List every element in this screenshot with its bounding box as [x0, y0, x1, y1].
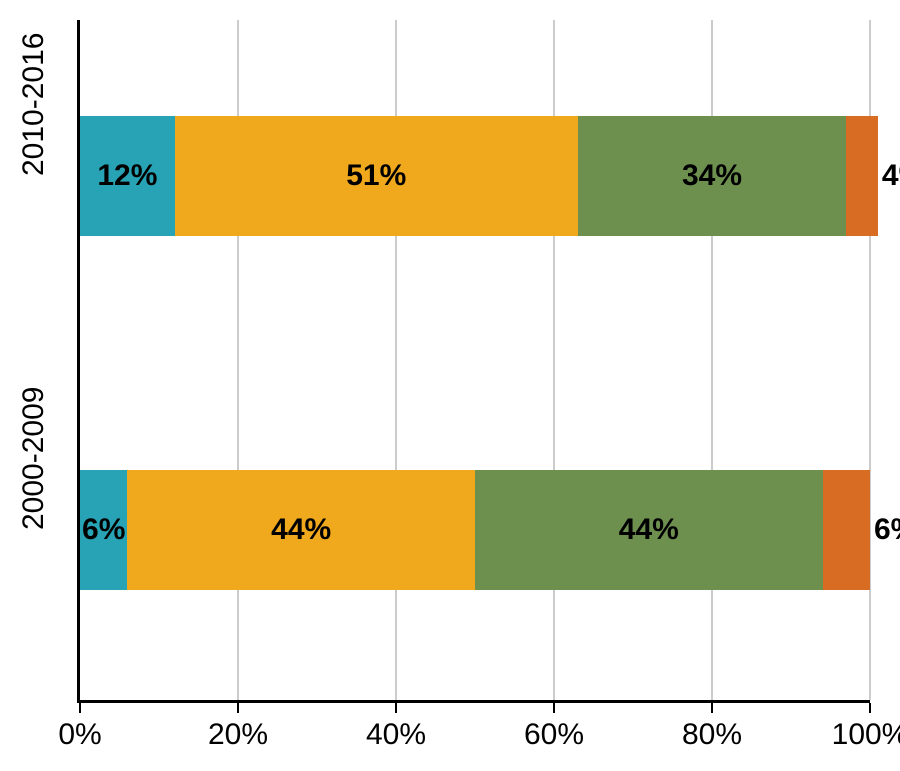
- segment-label: 51%: [346, 159, 406, 193]
- segment-label: 6%: [874, 513, 900, 547]
- segment: 34%: [578, 116, 847, 236]
- segment-label: 34%: [682, 159, 742, 193]
- segment: [846, 116, 878, 236]
- x-axis-tick-label: 80%: [682, 718, 742, 752]
- segment-label-outer: 6%: [874, 470, 900, 590]
- x-tick-mark: [79, 703, 81, 713]
- segment: 12%: [80, 116, 175, 236]
- x-tick-mark: [395, 703, 397, 713]
- bar-2010-2016: 12%51%34%4%: [80, 116, 870, 236]
- x-axis-tick-label: 0%: [58, 718, 101, 752]
- x-tick-mark: [711, 703, 713, 713]
- segment-label-outer: 4%: [882, 116, 900, 236]
- x-axis-tick-label: 100%: [832, 718, 900, 752]
- y-axis-label-text: 2000-2009: [17, 387, 50, 530]
- segment: 44%: [127, 470, 475, 590]
- stacked-bar-chart: 12% 51% 34% 4% 2010-2016 6% 44% 44% 6% 2000-2009 0…: [0, 0, 900, 771]
- segment-label: 4%: [882, 159, 900, 193]
- x-axis-tick-label: 60%: [524, 718, 584, 752]
- segment-label: 44%: [271, 513, 331, 547]
- y-axis-label-text: 2010-2016: [17, 33, 50, 176]
- x-axis-tick-label: 20%: [208, 718, 268, 752]
- segment-label: 44%: [619, 513, 679, 547]
- segment-label: 6%: [82, 513, 125, 547]
- plot-area: 12%51%34%4%2010-20166%44%44%6%2000-20090…: [80, 20, 870, 700]
- segment-label: 12%: [97, 159, 157, 193]
- x-axis-tick-label: 40%: [366, 718, 426, 752]
- segment: 44%: [475, 470, 823, 590]
- y-axis-line: [77, 20, 80, 703]
- bar-2000-2009: 6%44%44%6%: [80, 470, 870, 590]
- segment: 51%: [175, 116, 578, 236]
- x-tick-mark: [869, 703, 871, 713]
- x-tick-mark: [553, 703, 555, 713]
- segment: [823, 470, 870, 590]
- x-axis-line: [77, 700, 870, 703]
- segment: 6%: [80, 470, 127, 590]
- x-tick-mark: [237, 703, 239, 713]
